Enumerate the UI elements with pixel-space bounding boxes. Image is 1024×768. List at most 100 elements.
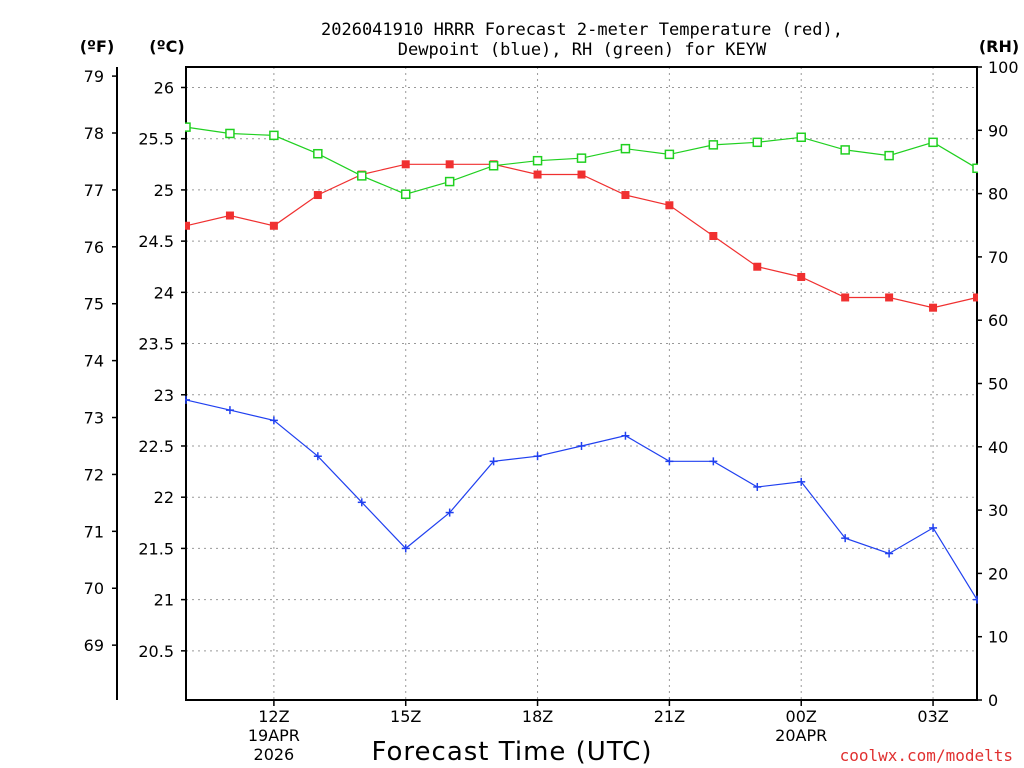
fahrenheit-tick-label: 78 — [84, 124, 104, 143]
temperature-point — [709, 232, 718, 241]
dewpoint-point — [185, 395, 190, 404]
fahrenheit-tick-label: 70 — [84, 579, 104, 598]
celsius-tick-label: 20.5 — [138, 642, 174, 661]
rh-point — [444, 176, 455, 187]
temperature-point — [225, 211, 234, 220]
series-temperature — [185, 160, 978, 312]
rh-point — [357, 171, 367, 181]
dewpoint-line — [185, 399, 978, 600]
dewpoint-point — [885, 549, 894, 558]
rh-tick-label: 70 — [988, 248, 1008, 267]
celsius-tick-label: 21 — [154, 591, 174, 610]
rh-point — [488, 160, 499, 171]
series-dewpoint — [185, 395, 978, 604]
celsius-tick-label: 25 — [154, 181, 174, 200]
rh-point — [620, 143, 631, 154]
dewpoint-point — [533, 452, 542, 461]
x-tick-label: 15Z — [390, 707, 421, 726]
rh-tick-label: 60 — [988, 311, 1008, 330]
celsius-tick-label: 23.5 — [138, 335, 174, 354]
rh-tick-label: 90 — [988, 121, 1008, 140]
temperature-point — [973, 293, 978, 302]
dewpoint-point — [753, 482, 762, 491]
rh-point — [225, 128, 235, 139]
fahrenheit-tick-label: 69 — [84, 636, 104, 655]
rh-point — [708, 140, 719, 150]
dewpoint-point — [709, 457, 718, 466]
chart-title-line1: 2026041910 HRRR Forecast 2-meter Tempera… — [321, 20, 843, 40]
dewpoint-point — [445, 508, 454, 517]
dewpoint-point — [929, 523, 938, 532]
rh-tick-label: 100 — [988, 58, 1019, 77]
dewpoint-point — [401, 544, 410, 553]
x-tick-label: 21Z — [654, 707, 685, 726]
x-tick-date: 19APR — [248, 726, 300, 745]
fahrenheit-axis-unit: (ºF) — [80, 37, 115, 56]
temperature-point — [841, 293, 850, 302]
x-tick-label: 03Z — [917, 707, 948, 726]
x-axis-label: Forecast Time (UTC) — [371, 737, 652, 767]
fahrenheit-tick-label: 71 — [84, 522, 104, 541]
temperature-point — [185, 221, 190, 230]
rh-axis-unit: (RH) — [979, 37, 1019, 56]
dewpoint-point — [269, 416, 278, 425]
temperature-point — [885, 293, 894, 302]
dewpoint-point — [797, 477, 806, 486]
rh-point — [752, 137, 763, 148]
dewpoint-point — [313, 452, 322, 461]
rh-point — [400, 189, 411, 199]
rh-point — [840, 145, 850, 155]
fahrenheit-tick-label: 74 — [84, 352, 104, 371]
celsius-tick-label: 25.5 — [138, 130, 174, 149]
dewpoint-point — [973, 595, 978, 604]
series-rh — [185, 122, 978, 199]
fahrenheit-tick-label: 72 — [84, 465, 104, 484]
temperature-point — [533, 170, 542, 179]
temperature-point — [269, 221, 278, 230]
celsius-tick-label: 22 — [154, 488, 174, 507]
rh-tick-label: 10 — [988, 628, 1008, 647]
temperature-point — [929, 303, 938, 312]
rh-point — [576, 153, 587, 163]
rh-tick-label: 0 — [988, 691, 998, 710]
x-tick-label: 12Z — [258, 707, 289, 726]
temperature-line — [185, 163, 978, 309]
rh-point — [928, 137, 938, 148]
rh-point — [269, 130, 279, 141]
tick-labels: 69 70 71 72 73 74 75 76 77 78 79 20.5 21 21.5 22 22.5 23… — [84, 58, 1019, 764]
axes — [112, 66, 982, 706]
dewpoint-point — [577, 441, 586, 450]
rh-point — [532, 155, 543, 166]
rh-tick-label: 40 — [988, 438, 1008, 457]
x-tick-label: 00Z — [786, 707, 817, 726]
rh-point — [884, 150, 894, 161]
dewpoint-point — [225, 406, 234, 415]
fahrenheit-tick-label: 75 — [84, 295, 104, 314]
temperature-point — [797, 272, 806, 281]
dewpoint-point — [621, 431, 630, 440]
rh-tick-label: 30 — [988, 501, 1008, 520]
rh-point — [796, 132, 806, 143]
dewpoint-point — [665, 457, 674, 466]
celsius-tick-label: 26 — [154, 78, 174, 97]
rh-point — [313, 148, 323, 159]
x-tick-year: 2026 — [254, 745, 295, 764]
x-tick-date: 20APR — [775, 726, 827, 745]
rh-point — [664, 149, 675, 160]
temperature-point — [577, 170, 586, 179]
fahrenheit-tick-label: 73 — [84, 409, 104, 428]
celsius-tick-label: 23 — [154, 386, 174, 405]
credit-link[interactable]: coolwx.com/modelts — [840, 746, 1013, 765]
rh-tick-label: 50 — [988, 375, 1008, 394]
celsius-tick-label: 21.5 — [138, 539, 174, 558]
rh-point — [972, 163, 978, 174]
temperature-point — [665, 201, 674, 210]
celsius-tick-label: 24.5 — [138, 232, 174, 251]
rh-tick-label: 80 — [988, 185, 1008, 204]
fahrenheit-tick-label: 76 — [84, 238, 104, 257]
x-tick-label: 18Z — [522, 707, 553, 726]
temperature-point — [445, 160, 454, 169]
celsius-tick-label: 24 — [154, 283, 174, 302]
fahrenheit-tick-label: 77 — [84, 181, 104, 200]
